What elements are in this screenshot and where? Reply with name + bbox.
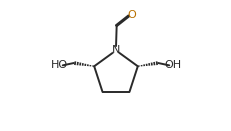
Circle shape (112, 47, 119, 53)
Text: OH: OH (164, 60, 181, 70)
Text: O: O (127, 10, 135, 20)
Text: N: N (111, 45, 120, 55)
Text: HO: HO (50, 60, 67, 70)
